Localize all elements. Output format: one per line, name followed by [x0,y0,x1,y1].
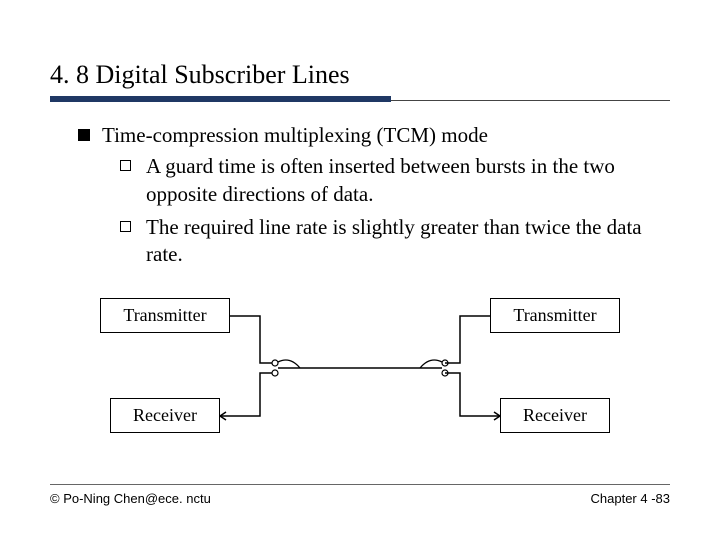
bullet-l1: Time-compression multiplexing (TCM) mode… [78,122,670,268]
slide-title: 4. 8 Digital Subscriber Lines [50,60,670,90]
bullet-l2b: The required line rate is slightly great… [120,214,670,269]
diagram-lines [100,298,620,438]
footer-right: Chapter 4 -83 [591,491,671,506]
tcm-diagram: Transmitter Receiver Transmitter Receive… [100,298,620,438]
bullet-l1-text: Time-compression multiplexing (TCM) mode [102,123,488,147]
title-rule [50,96,670,104]
bullet-l2a: A guard time is often inserted between b… [120,153,670,208]
footer-left: © Po-Ning Chen@ece. nctu [50,491,211,506]
footer: © Po-Ning Chen@ece. nctu Chapter 4 -83 [50,484,670,506]
bullet-list: Time-compression multiplexing (TCM) mode… [50,122,670,268]
